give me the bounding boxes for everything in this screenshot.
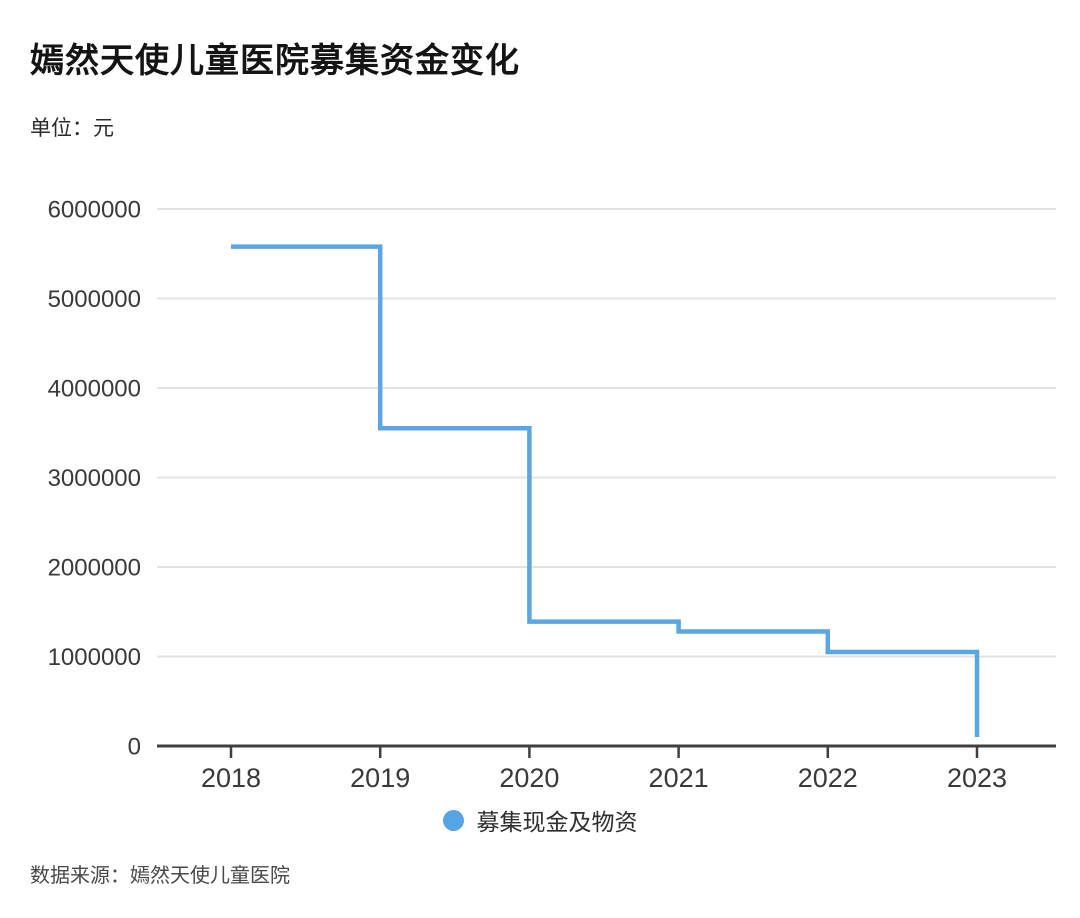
legend: 募集现金及物资 — [0, 803, 1080, 837]
y-tick-label: 4000000 — [48, 376, 141, 403]
y-tick-label: 6000000 — [48, 197, 141, 224]
x-tick-label: 2020 — [499, 763, 559, 793]
x-tick-label: 2021 — [649, 763, 709, 793]
legend-series-label: 募集现金及物资 — [476, 809, 638, 835]
y-tick-label: 3000000 — [48, 465, 141, 492]
unit-label: 单位：元 — [30, 117, 114, 140]
x-tick-label: 2023 — [947, 763, 1007, 793]
y-tick-label: 0 — [128, 734, 141, 761]
y-tick-label: 5000000 — [48, 286, 141, 313]
data-source-note: 数据来源：嫣然天使儿童医院 — [30, 865, 290, 887]
y-tick-label: 1000000 — [48, 644, 141, 671]
x-tick-label: 2018 — [201, 763, 261, 793]
y-tick-label: 2000000 — [48, 555, 141, 582]
legend-dot-icon — [442, 809, 464, 831]
page-title: 嫣然天使儿童医院募集资金变化 — [30, 42, 520, 80]
x-tick-label: 2019 — [350, 763, 410, 793]
data-step-line — [231, 244, 980, 738]
x-tick-label: 2022 — [798, 763, 858, 793]
